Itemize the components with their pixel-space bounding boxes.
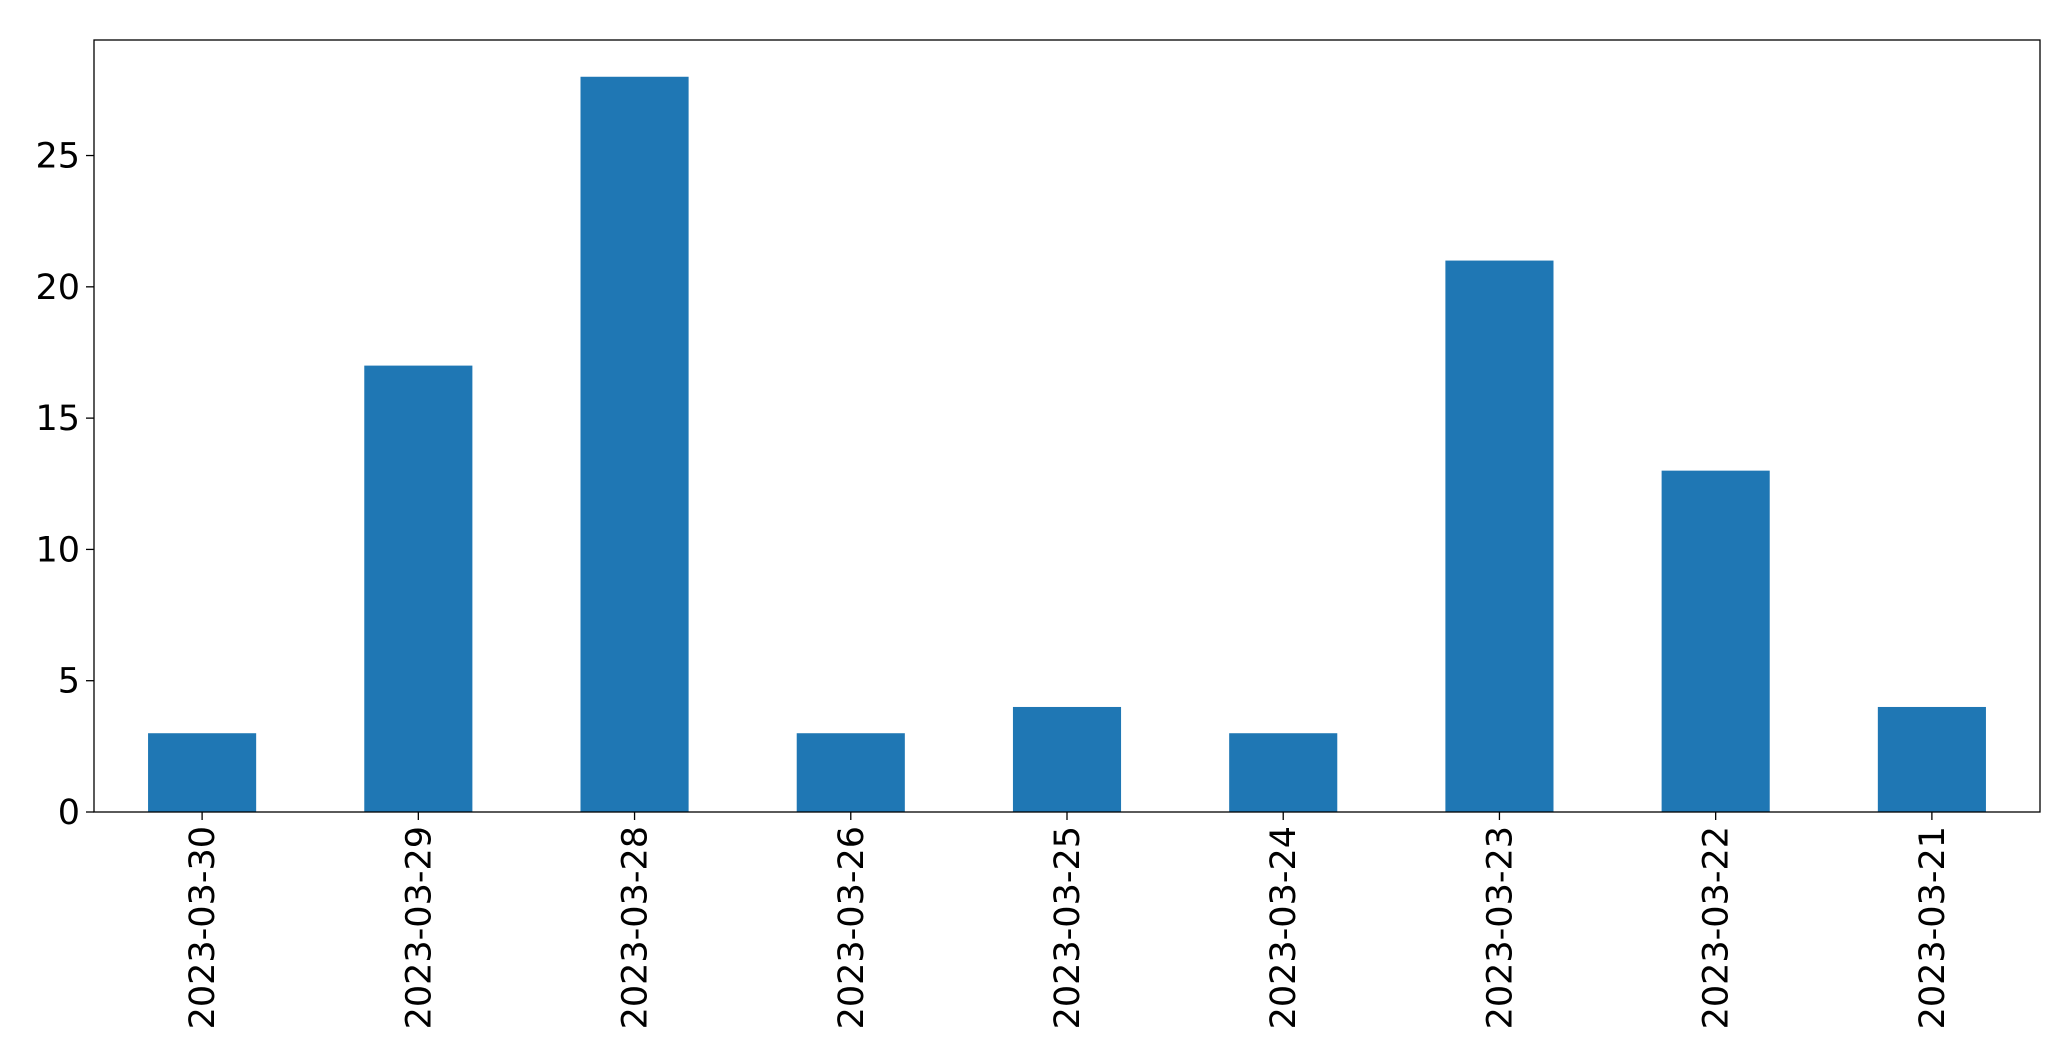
- x-tick-label: 2023-03-28: [616, 826, 656, 1029]
- y-tick-label: 20: [35, 268, 80, 308]
- bar: [1445, 260, 1554, 813]
- bar: [364, 365, 473, 812]
- bar: [796, 733, 905, 812]
- x-tick-label: 2023-03-24: [1264, 826, 1304, 1029]
- y-tick-label: 15: [35, 399, 80, 439]
- bar: [580, 76, 689, 812]
- y-tick-label: 5: [58, 662, 80, 702]
- x-tick-label: 2023-03-23: [1480, 826, 1520, 1029]
- y-tick-label: 0: [58, 793, 80, 833]
- bar: [1661, 470, 1770, 812]
- x-tick-label: 2023-03-29: [399, 826, 439, 1029]
- y-tick-label: 25: [35, 137, 80, 177]
- bar: [148, 733, 257, 812]
- y-axis: 0 5 10 15 20 25: [35, 137, 94, 833]
- bar: [1229, 733, 1338, 812]
- bars-group: [148, 76, 1986, 813]
- bar: [1012, 706, 1122, 812]
- x-tick-label: 2023-03-21: [1913, 826, 1953, 1029]
- x-tick-label: 2023-03-26: [832, 826, 872, 1029]
- x-tick-label: 2023-03-22: [1697, 826, 1737, 1029]
- x-tick-label: 2023-03-25: [1048, 826, 1088, 1029]
- y-tick-label: 10: [35, 530, 80, 570]
- x-axis: 2023-03-30 2023-03-29 2023-03-28 2023-03-26…: [183, 812, 1953, 1029]
- x-tick-label: 2023-03-30: [183, 826, 223, 1029]
- bar: [1877, 706, 1986, 812]
